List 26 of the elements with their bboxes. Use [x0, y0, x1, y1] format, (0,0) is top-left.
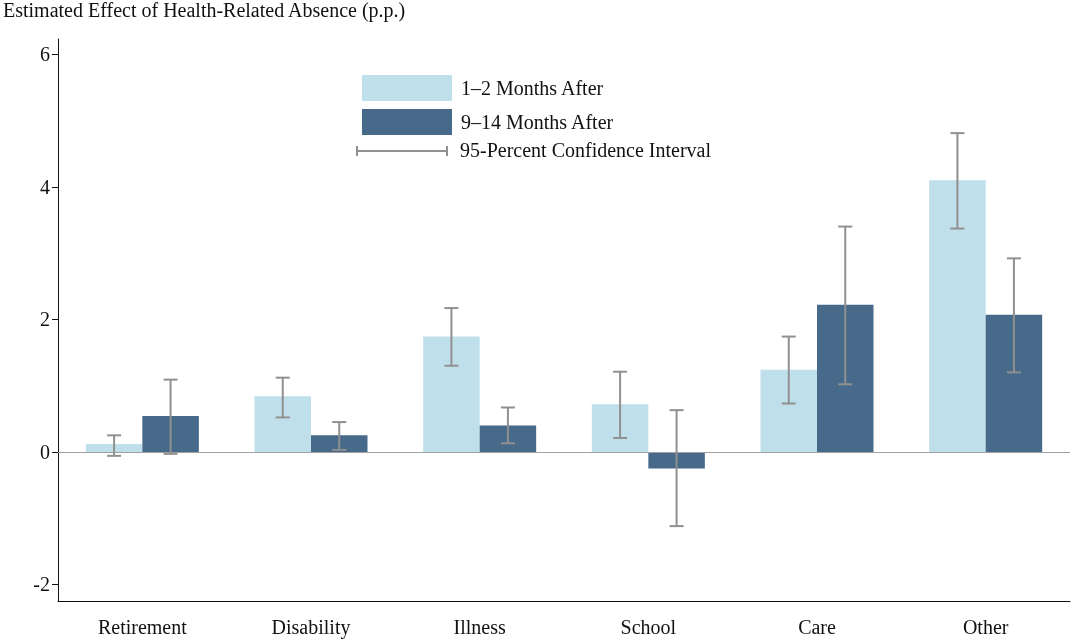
y-tick-label: 6 — [40, 43, 50, 66]
y-tick-label: 4 — [40, 175, 50, 198]
legend-label: 9–14 Months After — [461, 111, 614, 133]
x-tick-label: Other — [962, 616, 1009, 638]
x-tick-label: Disability — [271, 616, 351, 639]
x-tick-label: Illness — [453, 616, 506, 638]
bar — [142, 416, 199, 452]
bar — [817, 304, 874, 452]
x-tick-label: School — [620, 616, 677, 638]
y-axis-title: Estimated Effect of Health-Related Absence (p.p.) — [3, 0, 406, 22]
bar — [85, 443, 143, 452]
y-tick-label: 2 — [40, 308, 50, 331]
bar — [929, 180, 986, 452]
bar — [479, 425, 537, 452]
bar — [760, 369, 817, 452]
x-tick-label: Retirement — [97, 616, 188, 638]
bar — [591, 404, 649, 452]
annotation: 95-Percent Confidence Interval — [460, 139, 712, 161]
y-tick-label: -2 — [33, 573, 50, 596]
bar — [985, 314, 1043, 452]
bar — [254, 396, 311, 452]
bar — [423, 336, 480, 452]
bar — [311, 435, 368, 452]
legend-label: 1–2 Months After — [461, 77, 604, 99]
x-tick-label: Care — [798, 616, 836, 638]
y-tick-label: 0 — [40, 440, 50, 463]
